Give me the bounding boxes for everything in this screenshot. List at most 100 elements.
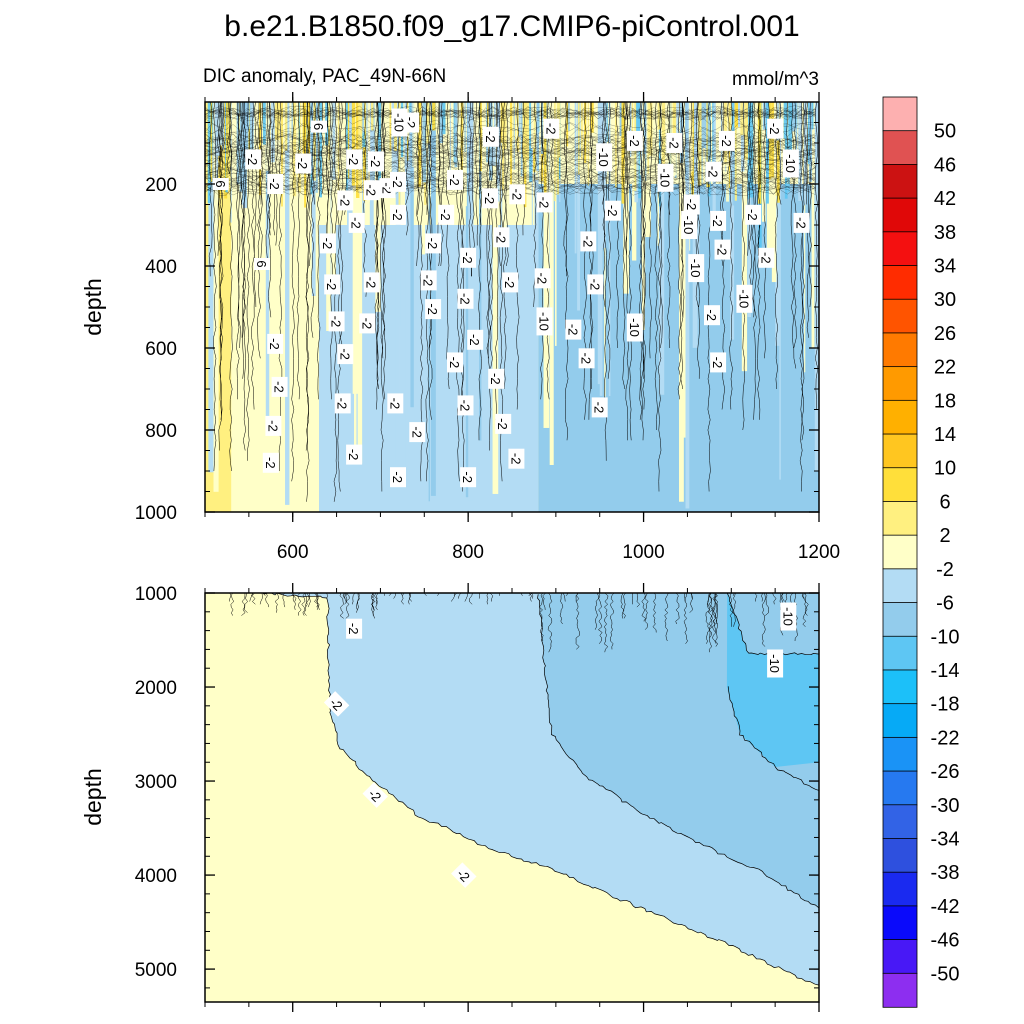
lower-contour-line: [785, 593, 788, 605]
upper-contour-label: -2: [509, 184, 526, 205]
contour-label-box: [328, 311, 345, 332]
upper-axes: 200 400 600 800 1000 600 800 1000 1200: [135, 92, 840, 563]
upper-noise-bar: [298, 102, 300, 150]
upper-contour-label: -2: [265, 415, 282, 436]
contour-label-text: 6: [213, 180, 228, 187]
lower-contour-line: [675, 593, 680, 625]
colorbar-swatch: [882, 838, 918, 873]
lower-contour-line: [265, 593, 270, 608]
lower-contour-line: [486, 593, 489, 605]
lower-contour-line: [547, 593, 553, 653]
contour-label-box: [425, 299, 442, 320]
contour-label-box: [271, 376, 288, 397]
upper-contour-line: [271, 102, 276, 236]
upper-noise-bar: [513, 102, 515, 170]
lower-contour-line: [528, 593, 533, 602]
lower-contour-line: [345, 593, 350, 619]
upper-streak: [492, 102, 499, 494]
upper-noise-bar: [510, 102, 512, 189]
upper-contour-line: [205, 132, 816, 144]
upper-contour-line: [205, 105, 816, 116]
upper-noise-bar: [685, 102, 688, 181]
lower-contour-line: [437, 593, 440, 596]
colorbar-label: 6: [939, 491, 950, 513]
lower-contour-line: [307, 593, 311, 608]
upper-y-tick-label: 400: [145, 257, 177, 278]
colorbar-swatch: [882, 298, 918, 334]
upper-contour-line: [639, 102, 643, 420]
upper-contour-line: [221, 102, 225, 164]
lower-contour-line: [401, 593, 405, 596]
lower-contour-line: [520, 593, 523, 596]
upper-streak: [604, 102, 606, 397]
contour-label-text: -2: [706, 166, 721, 178]
upper-noise-bar: [265, 102, 270, 171]
colorbar-label: -38: [931, 862, 960, 884]
contour-label-box: [488, 368, 505, 389]
upper-noise-bar: [584, 102, 587, 163]
upper-noise-bar: [442, 102, 446, 135]
subtitle-right: mmol/m^3: [732, 69, 819, 90]
upper-contour-line: [478, 102, 482, 226]
lower-contour-line: [343, 593, 346, 599]
contour-label-text: -2: [704, 309, 719, 321]
contour-label-text: -2: [359, 318, 374, 330]
lower-contour-line: [708, 593, 713, 653]
contour-label-text: -2: [488, 373, 503, 385]
upper-contour-line: [680, 102, 684, 390]
lower-contour-label: -10: [767, 649, 784, 678]
upper-noise-bar: [281, 102, 283, 207]
upper-noise-bar: [529, 102, 532, 183]
lower-contour-line: [761, 593, 766, 647]
upper-noise-bar: [734, 102, 737, 201]
contour-label-box: [467, 329, 484, 350]
contour-label-box: [710, 352, 727, 373]
upper-noise-bar: [531, 102, 535, 149]
lower-contour-line: [251, 593, 256, 605]
upper-contour-label: -2: [334, 393, 351, 414]
colorbar-label: -18: [931, 694, 960, 716]
contour-label-box: [420, 270, 437, 291]
lower-region-neg10: [726, 593, 819, 767]
upper-contour-line: [381, 102, 386, 359]
upper-noise-bar: [361, 102, 364, 134]
upper-streak: [239, 102, 241, 413]
upper-noise-bar: [701, 102, 703, 193]
upper-contour-label: -10: [657, 163, 674, 192]
upper-noise-bar: [439, 102, 444, 144]
upper-y-tick-label: 800: [145, 421, 177, 442]
contour-label-text: -2: [719, 135, 734, 147]
colorbar-swatch: [882, 130, 918, 166]
contour-label-box: [591, 397, 608, 418]
upper-noise-bar: [315, 102, 320, 193]
contour-label-text: -10: [681, 216, 696, 235]
colorbar-label: 46: [934, 154, 956, 176]
lower-contour-line: [794, 593, 798, 642]
contour-label-box: [536, 307, 553, 336]
upper-contour-line: [419, 102, 424, 482]
upper-streak: [641, 102, 645, 331]
upper-contour-label: 6: [254, 258, 270, 270]
lower-contour-line: [313, 593, 319, 608]
upper-contour-line: [205, 107, 816, 118]
upper-contour-label: -2: [543, 118, 560, 139]
lower-contour-line: [393, 593, 397, 599]
upper-contour-label: -10: [681, 211, 698, 239]
upper-noise-bar: [328, 102, 331, 161]
colorbar-swatch: [882, 197, 918, 233]
lower-contour-line: [631, 593, 633, 605]
upper-noise-bar: [661, 102, 666, 192]
upper-contour-line: [205, 117, 816, 129]
contour-label-text: -2: [349, 217, 364, 229]
contour-label-text: -10: [658, 168, 673, 187]
colorbar-label: 42: [934, 188, 956, 210]
upper-contour-line: [478, 102, 482, 441]
upper-streak: [531, 102, 533, 375]
upper-contour-line: [654, 102, 658, 431]
lower-contour-label: -10: [780, 602, 797, 631]
contour-label-box: [265, 415, 282, 436]
colorbar-label: -10: [931, 626, 960, 648]
upper-contour-label: -2: [565, 319, 582, 340]
upper-streak: [549, 102, 554, 465]
contour-label-text: -2: [587, 279, 602, 291]
